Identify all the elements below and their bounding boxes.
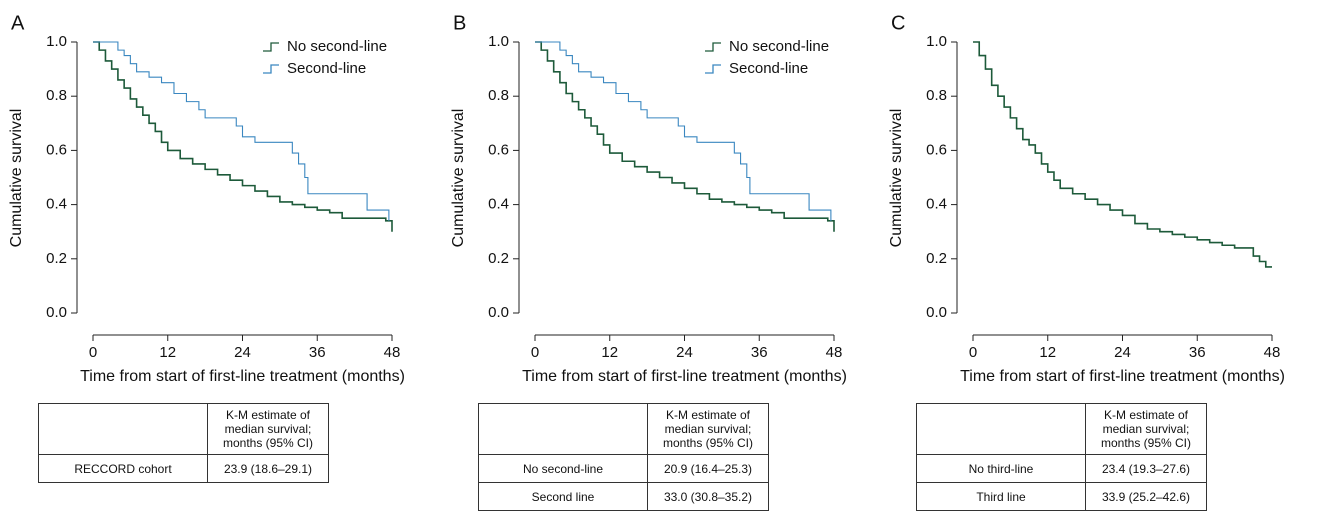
summary-table: K-M estimate of median survival; months … bbox=[916, 403, 1207, 511]
x-tick-label: 48 bbox=[384, 344, 401, 361]
y-tick-label: 0.6 bbox=[488, 141, 509, 158]
legend-label: No second-line bbox=[729, 38, 829, 55]
y-tick-label: 0.0 bbox=[926, 304, 947, 321]
table-cell bbox=[478, 403, 648, 455]
figure: A 0.0 0.2 0.4 0.6 0.8 1.0 0 12 24 36 48 Time from st… bbox=[8, 12, 1285, 385]
table-row: Second line 33.0 (30.8–35.2) bbox=[478, 482, 769, 511]
x-tick-label: 36 bbox=[309, 344, 326, 361]
y-axis-label: Cumulative survival bbox=[888, 109, 905, 248]
panel-label: A bbox=[11, 12, 25, 34]
y-tick-label: 0.4 bbox=[488, 196, 509, 213]
y-tick-label: 0.6 bbox=[926, 141, 947, 158]
survival-curve bbox=[535, 41, 832, 221]
legend-swatch bbox=[263, 42, 279, 52]
table-cell: 23.9 (18.6–29.1) bbox=[207, 454, 329, 483]
table-row: Third line 33.9 (25.2–42.6) bbox=[916, 482, 1207, 511]
y-tick-label: 0.2 bbox=[488, 250, 509, 267]
y-tick-label: 0.4 bbox=[46, 196, 67, 213]
x-tick-label: 48 bbox=[826, 344, 843, 361]
summary-table: K-M estimate of median survival; months … bbox=[38, 403, 329, 483]
table-cell: K-M estimate of median survival; months … bbox=[207, 403, 329, 455]
x-tick-label: 12 bbox=[1039, 344, 1056, 361]
table-cell: 23.4 (19.3–27.6) bbox=[1085, 454, 1207, 483]
x-tick-label: 0 bbox=[969, 344, 977, 361]
legend-swatch bbox=[263, 64, 279, 74]
legend-label: Second-line bbox=[729, 60, 808, 77]
table-cell: No second-line bbox=[478, 454, 648, 483]
legend-swatch bbox=[705, 64, 721, 74]
table-cell bbox=[38, 403, 208, 455]
x-tick-label: 24 bbox=[676, 344, 693, 361]
y-tick-label: 1.0 bbox=[46, 33, 67, 50]
y-tick-label: 1.0 bbox=[488, 33, 509, 50]
y-tick-label: 0.4 bbox=[926, 196, 947, 213]
panel-label: C bbox=[891, 12, 905, 34]
y-axis-label: Cumulative survival bbox=[8, 109, 25, 248]
x-tick-label: 24 bbox=[234, 344, 251, 361]
header-row: K-M estimate of median survival; months … bbox=[38, 403, 329, 455]
y-tick-label: 0.6 bbox=[46, 141, 67, 158]
survival-curve bbox=[535, 41, 835, 232]
legend-swatch bbox=[705, 42, 721, 52]
x-tick-label: 36 bbox=[751, 344, 768, 361]
y-tick-label: 0.0 bbox=[46, 304, 67, 321]
legend-label: No second-line bbox=[287, 38, 387, 55]
y-axis-label: Cumulative survival bbox=[450, 109, 467, 248]
x-tick-label: 24 bbox=[1114, 344, 1131, 361]
table-cell: 33.0 (30.8–35.2) bbox=[647, 482, 769, 511]
x-tick-label: 48 bbox=[1264, 344, 1281, 361]
y-tick-label: 0.8 bbox=[926, 87, 947, 104]
legend-label: Second-line bbox=[287, 60, 366, 77]
panel-label: B bbox=[453, 12, 466, 34]
table-row: No second-line 20.9 (16.4–25.3) bbox=[478, 454, 769, 483]
x-tick-label: 36 bbox=[1189, 344, 1206, 361]
survival-curve bbox=[93, 41, 393, 232]
table-cell: Third line bbox=[916, 482, 1086, 511]
y-tick-label: 0.2 bbox=[926, 250, 947, 267]
header-row: K-M estimate of median survival; months … bbox=[916, 403, 1207, 455]
table-cell: Second line bbox=[478, 482, 648, 511]
table-cell: K-M estimate of median survival; months … bbox=[1085, 403, 1207, 455]
x-axis-label: Time from start of first-line treatment … bbox=[522, 368, 847, 385]
table-cell: No third-line bbox=[916, 454, 1086, 483]
table-cell: 20.9 (16.4–25.3) bbox=[647, 454, 769, 483]
header-row: K-M estimate of median survival; months … bbox=[478, 403, 769, 455]
table-cell: K-M estimate of median survival; months … bbox=[647, 403, 769, 455]
x-tick-label: 12 bbox=[159, 344, 176, 361]
x-tick-label: 0 bbox=[89, 344, 97, 361]
y-tick-label: 0.0 bbox=[488, 304, 509, 321]
table-row: RECCORD cohort 23.9 (18.6–29.1) bbox=[38, 454, 329, 483]
survival-curve bbox=[93, 41, 390, 221]
y-tick-label: 0.2 bbox=[46, 250, 67, 267]
x-axis-label: Time from start of first-line treatment … bbox=[960, 368, 1285, 385]
table-cell bbox=[916, 403, 1086, 455]
table-cell: 33.9 (25.2–42.6) bbox=[1085, 482, 1207, 511]
y-tick-label: 0.8 bbox=[488, 87, 509, 104]
y-tick-label: 1.0 bbox=[926, 33, 947, 50]
x-axis-label: Time from start of first-line treatment … bbox=[80, 368, 405, 385]
summary-table: K-M estimate of median survival; months … bbox=[478, 403, 769, 511]
table-row: No third-line 23.4 (19.3–27.6) bbox=[916, 454, 1207, 483]
y-tick-label: 0.8 bbox=[46, 87, 67, 104]
survival-curve bbox=[973, 41, 1272, 268]
x-tick-label: 0 bbox=[531, 344, 539, 361]
x-tick-label: 12 bbox=[601, 344, 618, 361]
table-cell: RECCORD cohort bbox=[38, 454, 208, 483]
